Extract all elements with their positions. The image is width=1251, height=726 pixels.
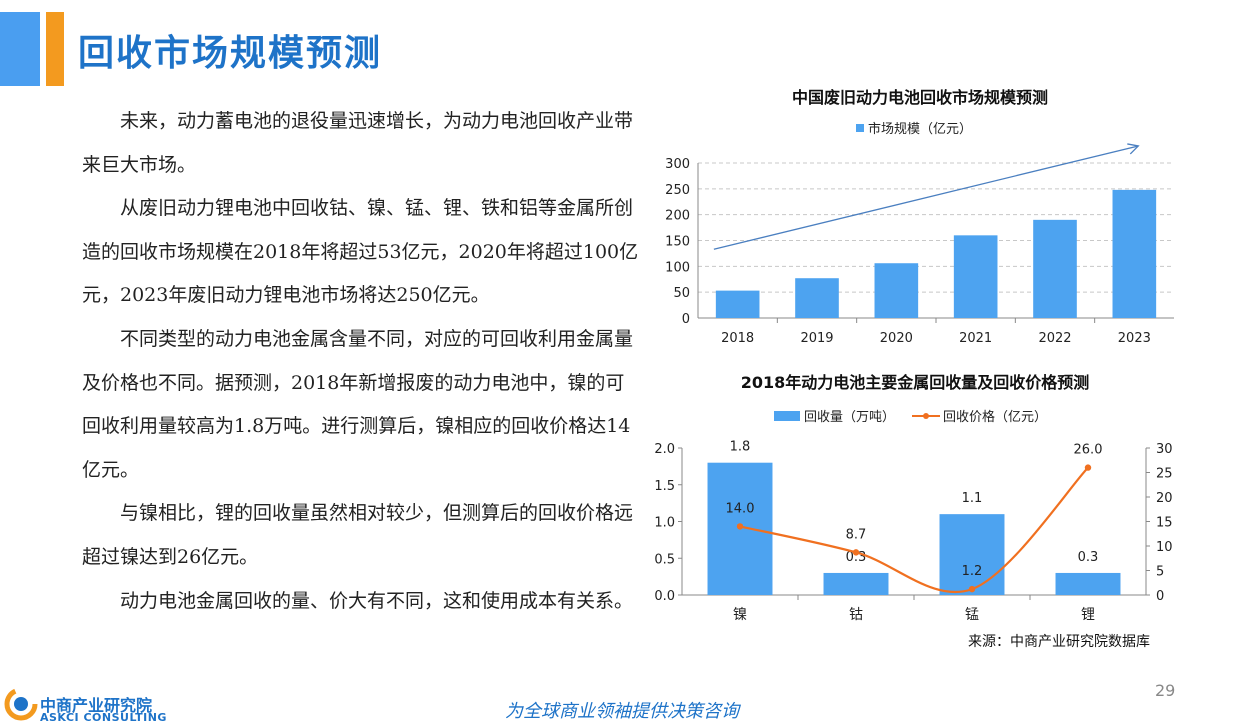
chart2-price-line: [739, 466, 1089, 594]
charts-panel: 中国废旧动力电池回收市场规模预测市场规模（亿元）0501001502002503…: [654, 88, 1174, 623]
chart2-price-point: [852, 549, 860, 556]
source-note: 来源：中商产业研究院数据库: [968, 634, 1150, 650]
chart1-bar: [953, 235, 998, 318]
paragraph: 动力电池金属回收的量、价大有不同，这和使用成本有关系。: [120, 589, 634, 612]
chart2-legend-swatch-bar: [774, 411, 800, 421]
chart2-y2-tick: 15: [1156, 516, 1173, 531]
accent-bar-blue: [0, 12, 40, 86]
chart2-bar: [823, 572, 889, 595]
chart2-legend-label-line: 回收价格（亿元）: [943, 409, 1047, 425]
chart1-bar: [874, 263, 919, 318]
chart1-title: 中国废旧动力电池回收市场规模预测: [792, 88, 1048, 107]
chart1-y-tick: 300: [665, 157, 690, 172]
chart2-x-tick: 锰: [965, 607, 979, 623]
slogan: 为全球商业领袖提供决策咨询: [505, 701, 739, 722]
chart1-y-tick: 0: [682, 312, 690, 327]
chart2-y-tick: 0.0: [654, 589, 675, 604]
chart2-y2-tick: 20: [1156, 491, 1173, 506]
page-number: 29: [1155, 681, 1176, 700]
chart2-legend-marker: [923, 413, 929, 419]
chart2-y2-tick: 10: [1156, 540, 1173, 555]
chart2-bar: [1055, 572, 1121, 595]
chart2-title: 2018年动力电池主要金属回收量及回收价格预测: [741, 373, 1090, 392]
chart1-y-tick: 50: [673, 286, 690, 301]
chart1-bar: [715, 290, 760, 318]
chart2-price-label: 1.2: [962, 564, 983, 579]
chart2-bar-label: 1.8: [730, 440, 751, 455]
chart1-trend-arrow: [713, 145, 1139, 250]
chart2-price-point: [736, 523, 744, 530]
chart2-bar: [939, 514, 1005, 595]
chart2-y2-tick: 30: [1156, 442, 1173, 457]
chart1-x-tick: 2023: [1118, 331, 1151, 346]
chart1-trend-arrowhead: [1127, 143, 1140, 155]
chart1-x-tick: 2019: [800, 331, 833, 346]
chart2-price-label: 26.0: [1074, 443, 1103, 458]
chart2-x-tick: 钴: [849, 607, 863, 623]
chart2-y-tick: 0.5: [654, 552, 675, 567]
chart2-price-point: [968, 585, 976, 593]
chart1-x-tick: 2020: [880, 331, 913, 346]
chart1-legend-label: 市场规模（亿元）: [868, 121, 972, 137]
company-logo-icon: [4, 687, 38, 721]
chart2-bar-label: 1.1: [962, 491, 983, 506]
chart1-x-tick: 2022: [1038, 331, 1071, 346]
chart2-x-tick: 锂: [1081, 607, 1095, 623]
chart2-y-tick: 2.0: [654, 442, 675, 457]
chart1-bar: [795, 278, 839, 318]
chart2-y2-tick: 25: [1156, 467, 1173, 482]
chart1-bar: [1112, 189, 1157, 318]
chart1-y-tick: 200: [665, 209, 690, 224]
chart2-legend-label-bar: 回收量（万吨）: [804, 410, 895, 425]
paragraph: 从废旧动力锂电池中回收钴、镍、锰、锂、铁和铝等金属所创造的回收市场规模在2018…: [82, 197, 639, 307]
paragraph: 未来，动力蓄电池的退役量迅速增长，为动力电池回收产业带来巨大市场。: [82, 110, 634, 176]
body-text: 未来，动力蓄电池的退役量迅速增长，为动力电池回收产业带来巨大市场。 从废旧动力锂…: [82, 100, 642, 623]
logo-name-en: ASKCI CONSULTING: [40, 711, 167, 724]
chart2-y2-tick: 0: [1156, 589, 1164, 604]
chart1-x-tick: 2018: [721, 331, 754, 346]
chart1-x-tick: 2021: [959, 331, 992, 346]
chart2-price-label: 8.7: [846, 527, 867, 542]
logo-name-cn: 中商产业研究院: [40, 696, 153, 715]
chart1-bar: [1033, 219, 1077, 318]
paragraph: 不同类型的动力电池金属含量不同，对应的可回收利用金属量及价格也不同。据预测，20…: [82, 327, 634, 481]
chart1-y-tick: 150: [665, 235, 690, 250]
chart2-x-tick: 镍: [733, 607, 747, 623]
page-title: 回收市场规模预测: [78, 32, 383, 74]
chart1-legend-swatch: [856, 124, 864, 132]
chart2-price-point: [1084, 464, 1092, 471]
chart2-y-tick: 1.5: [654, 479, 675, 494]
chart1-y-tick: 100: [665, 260, 690, 275]
paragraph: 与镍相比，锂的回收量虽然相对较少，但测算后的回收价格远超过镍达到26亿元。: [82, 502, 634, 568]
chart2-price-label: 14.0: [726, 501, 755, 516]
chart1-y-tick: 250: [665, 183, 690, 198]
chart2-bar-label: 0.3: [1078, 550, 1099, 565]
chart2-y2-tick: 5: [1156, 565, 1164, 580]
chart2-y-tick: 1.0: [654, 516, 675, 531]
accent-bar-orange: [46, 12, 64, 86]
